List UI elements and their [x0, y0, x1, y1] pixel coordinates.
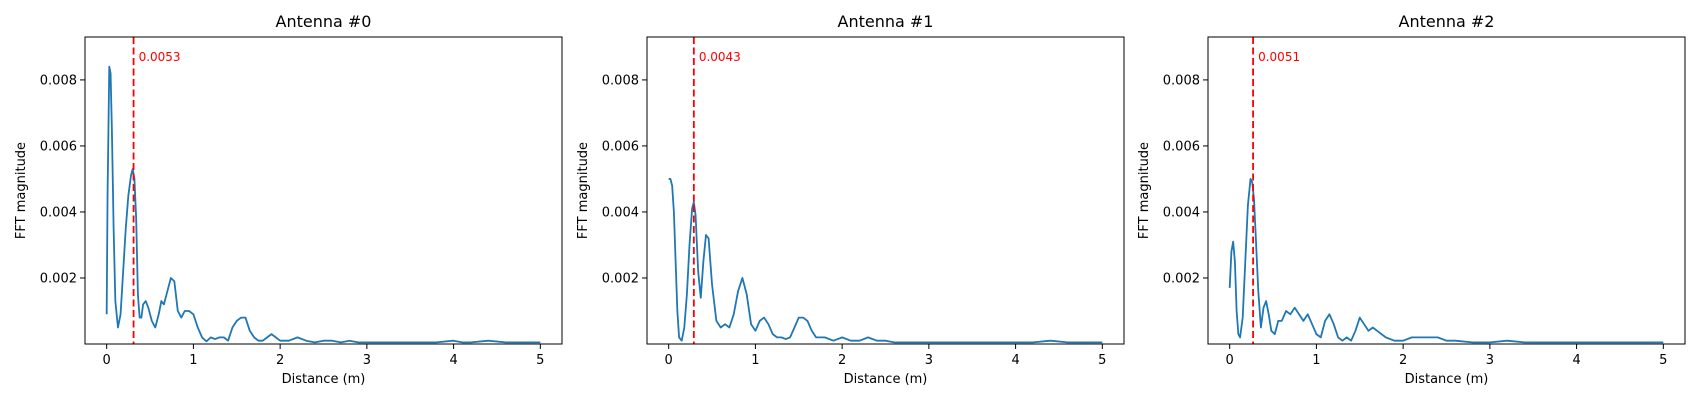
x-tick-label: 5	[1098, 353, 1106, 368]
x-tick-label: 5	[536, 353, 544, 368]
peak-value-label: 0.0053	[139, 50, 181, 64]
y-tick-label: 0.004	[1163, 205, 1200, 220]
x-tick-label: 5	[1659, 353, 1667, 368]
fft-magnitude-line	[105, 65, 541, 344]
y-tick-label: 0.006	[1163, 139, 1200, 154]
x-tick-label: 3	[1486, 353, 1494, 368]
x-axis-label: Distance (m)	[844, 372, 928, 387]
axes-frame	[1207, 36, 1686, 345]
y-tick-label: 0.002	[1163, 271, 1200, 286]
y-axis-label: FFT magnitude	[14, 142, 29, 239]
x-tick-label: 2	[1399, 353, 1407, 368]
x-tick-label: 1	[189, 353, 197, 368]
y-tick-label: 0.008	[40, 73, 77, 88]
y-axis-label: FFT magnitude	[576, 142, 591, 239]
x-tick-label: 4	[1011, 353, 1019, 368]
chart-title: Antenna #2	[1399, 12, 1495, 31]
x-tick-label: 2	[276, 353, 284, 368]
x-tick-label: 0	[665, 353, 673, 368]
x-axis-label: Distance (m)	[282, 372, 366, 387]
y-tick-label: 0.004	[602, 205, 639, 220]
x-tick-label: 1	[1312, 353, 1320, 368]
peak-value-label: 0.0051	[1258, 50, 1300, 64]
x-tick-label: 3	[925, 353, 933, 368]
axes-frame	[646, 36, 1125, 345]
y-tick-label: 0.002	[40, 271, 77, 286]
fft-magnitude-line	[1228, 178, 1664, 344]
x-tick-label: 3	[363, 353, 371, 368]
chart-panel-1: Antenna #1 0.0043 0 1 2 3 4 5 0.002 0.004 0.006 0.0…	[576, 12, 1125, 387]
x-tick-label: 0	[103, 353, 111, 368]
x-tick-label: 4	[1572, 353, 1580, 368]
x-axis-label: Distance (m)	[1405, 372, 1489, 387]
chart-panel-2: Antenna #2 0.0051 0 1 2 3 4 5 0.002 0.004 0.006 0.0…	[1137, 12, 1686, 387]
y-tick-label: 0.004	[40, 205, 77, 220]
y-tick-label: 0.008	[602, 73, 639, 88]
x-tick-label: 1	[751, 353, 759, 368]
x-tick-label: 2	[838, 353, 846, 368]
x-tick-label: 4	[449, 353, 457, 368]
chart-title: Antenna #1	[838, 12, 934, 31]
chart-title: Antenna #0	[276, 12, 372, 31]
x-tick-label: 0	[1226, 353, 1234, 368]
peak-value-label: 0.0043	[699, 50, 741, 64]
y-tick-label: 0.002	[602, 271, 639, 286]
fft-magnitude-line	[668, 178, 1103, 344]
y-axis-label: FFT magnitude	[1137, 142, 1152, 239]
y-tick-label: 0.006	[602, 139, 639, 154]
axes-frame	[84, 36, 563, 345]
y-tick-label: 0.006	[40, 139, 77, 154]
y-tick-label: 0.008	[1163, 73, 1200, 88]
chart-panel-0: Antenna #0 0.0053 0 1 2 3 4 5 0.002 0.004 0.006 0.0…	[14, 12, 563, 387]
